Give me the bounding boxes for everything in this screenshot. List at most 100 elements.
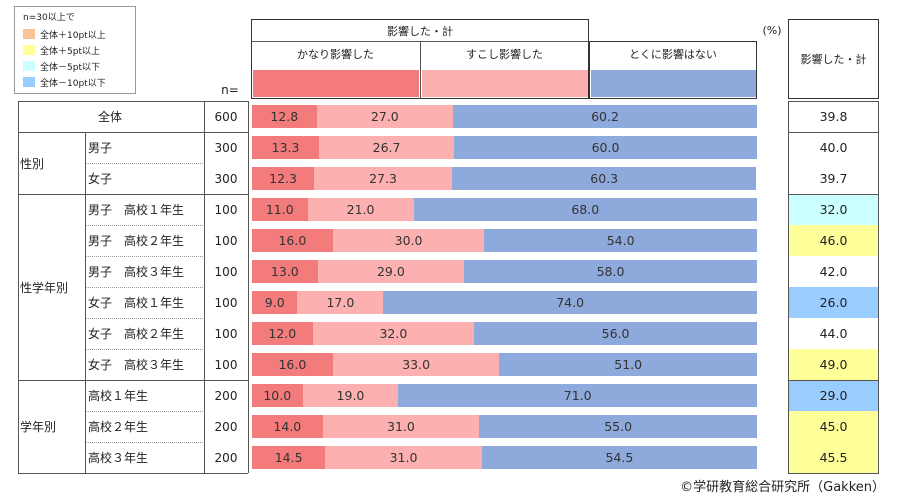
- bar-segment-1: 13.0: [252, 260, 318, 283]
- bar-segment-3: 51.0: [499, 353, 757, 376]
- bar-segment-2: 17.0: [297, 291, 384, 314]
- table-border: [248, 101, 249, 473]
- bar-value-label: 31.0: [389, 450, 418, 465]
- bar-value-label: 13.0: [270, 264, 299, 279]
- bar-segment-1: 11.0: [252, 198, 308, 221]
- bar-segment-2: 19.0: [302, 384, 399, 407]
- bar-segment-1: 16.0: [252, 353, 333, 376]
- bar-segment-1: 14.0: [252, 415, 323, 438]
- bar-segment-1: 16.0: [252, 229, 333, 252]
- legend-item: 全体－5pt以下: [23, 59, 100, 73]
- bar-value-label: 60.3: [590, 171, 619, 186]
- group-divider: [788, 473, 879, 474]
- header-col-divider: [420, 41, 421, 99]
- row-label: 高校２年生: [88, 420, 149, 434]
- bar-value-label: 26.7: [372, 140, 401, 155]
- bar-segment-3: 60.3: [451, 167, 757, 190]
- bar-segment-2: 32.0: [312, 322, 475, 345]
- bar-value-label: 19.0: [336, 388, 365, 403]
- bar-segment-2: 21.0: [307, 198, 414, 221]
- row-n: 200: [214, 419, 238, 434]
- bar-segment-1: 12.0: [252, 322, 313, 345]
- header-col1-swatch: [253, 70, 419, 97]
- legend-swatch: [23, 61, 35, 71]
- bar-value-label: 17.0: [326, 295, 355, 310]
- group-divider: [788, 101, 879, 102]
- bar-value-label: 21.0: [346, 202, 375, 217]
- bar-segment-2: 31.0: [325, 446, 482, 469]
- header-col2: すこし影響した: [466, 48, 543, 61]
- table-border: [878, 101, 879, 473]
- n-label: n=: [221, 83, 239, 97]
- legend-swatch: [23, 77, 35, 87]
- bar-value-label: 54.5: [605, 450, 634, 465]
- total-value: 46.0: [788, 225, 879, 256]
- group-divider: [18, 194, 248, 195]
- row-divider: [85, 411, 205, 412]
- total-header-box: [788, 19, 879, 99]
- legend-label: 全体＋5pt以上: [40, 46, 100, 57]
- total-value: 39.7: [788, 163, 879, 194]
- row-label: 全体: [97, 110, 122, 124]
- bar-segment-2: 31.0: [322, 415, 480, 438]
- table-border: [18, 101, 19, 473]
- bar-segment-3: 58.0: [464, 260, 757, 283]
- legend: n=30以上で 全体＋10pt以上 全体＋5pt以上 全体－5pt以下 全体－1…: [14, 6, 136, 94]
- row-divider: [85, 349, 205, 350]
- row-n: 100: [214, 326, 238, 341]
- group-divider: [788, 380, 879, 381]
- header-col3-swatch: [591, 70, 756, 97]
- legend-title: n=30以上で: [23, 13, 75, 23]
- bar-value-label: 12.3: [269, 171, 297, 186]
- legend-item: 全体＋10pt以上: [23, 27, 106, 41]
- row-n: 100: [214, 295, 238, 310]
- legend-label: 全体－10pt以下: [40, 78, 106, 89]
- row-label: 男子 高校３年生: [88, 265, 185, 279]
- bar-segment-2: 26.7: [319, 136, 454, 159]
- bar-value-label: 51.0: [614, 357, 643, 372]
- bar-segment-1: 10.0: [252, 384, 303, 407]
- bar-value-label: 33.0: [402, 357, 431, 372]
- bar-segment-2: 29.0: [317, 260, 465, 283]
- row-n: 100: [214, 233, 238, 248]
- row-label: 女子: [88, 172, 113, 186]
- bar-value-label: 71.0: [563, 388, 592, 403]
- legend-swatch: [23, 29, 35, 39]
- bar-value-label: 29.0: [376, 264, 405, 279]
- bar-value-label: 14.0: [273, 419, 302, 434]
- legend-item: 全体－10pt以下: [23, 75, 106, 89]
- header-col2-swatch: [422, 70, 588, 97]
- row-n: 100: [214, 202, 238, 217]
- row-label: 女子 高校１年生: [88, 296, 185, 310]
- bar-segment-3: 54.5: [481, 446, 757, 469]
- bar-value-label: 16.0: [278, 233, 307, 248]
- row-label: 高校１年生: [88, 389, 149, 403]
- bar-value-label: 13.3: [271, 140, 300, 155]
- legend-label: 全体－5pt以下: [40, 62, 100, 73]
- bar-value-label: 68.0: [571, 202, 600, 217]
- row-divider: [85, 163, 205, 164]
- row-divider: [85, 442, 205, 443]
- bar-segment-3: 60.0: [454, 136, 757, 159]
- row-n: 300: [214, 140, 238, 155]
- legend-swatch: [23, 45, 35, 55]
- bar-segment-2: 33.0: [332, 353, 500, 376]
- table-border: [788, 101, 789, 473]
- group-divider: [788, 132, 879, 133]
- bar-segment-3: 68.0: [413, 198, 757, 221]
- bar-segment-2: 30.0: [332, 229, 485, 252]
- legend-item: 全体＋5pt以上: [23, 43, 100, 57]
- bar-value-label: 30.0: [394, 233, 423, 248]
- percent-unit: (%): [762, 23, 782, 37]
- bar-value-label: 32.0: [379, 326, 408, 341]
- total-value: 42.0: [788, 256, 879, 287]
- row-label: 男子: [88, 141, 113, 155]
- row-n: 100: [214, 357, 238, 372]
- row-n: 300: [214, 171, 238, 186]
- total-value: 29.0: [788, 380, 879, 411]
- total-value: 40.0: [788, 132, 879, 163]
- bar-segment-3: 56.0: [474, 322, 757, 345]
- bar-value-label: 12.0: [268, 326, 297, 341]
- row-label: 女子 高校２年生: [88, 327, 185, 341]
- row-n: 600: [214, 109, 238, 124]
